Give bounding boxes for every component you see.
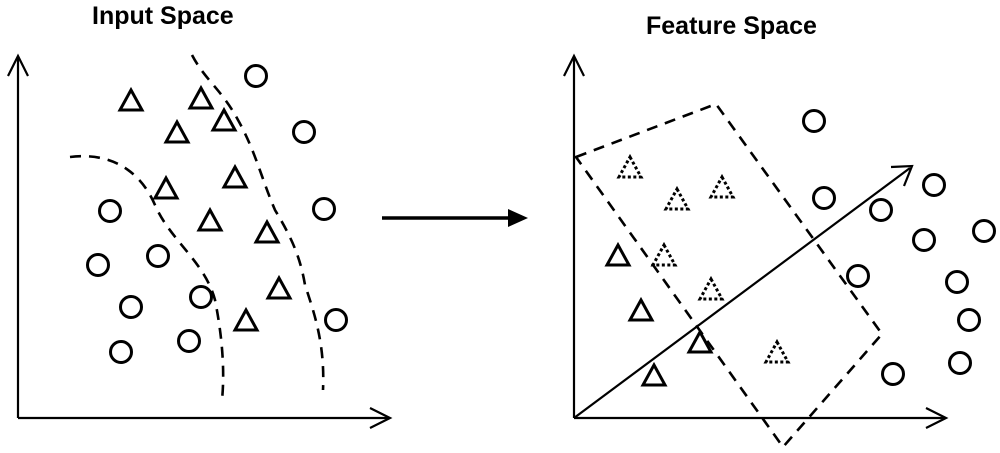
input-circle-point xyxy=(98,199,122,223)
input-circle-point xyxy=(86,253,110,277)
feature-circle-point xyxy=(846,264,870,288)
input-circle-point xyxy=(244,64,268,88)
input-axes xyxy=(7,53,393,429)
feature-circle-point xyxy=(869,198,893,222)
input-triangle-point xyxy=(210,106,238,132)
input-triangle-point xyxy=(163,118,191,144)
feature-separating-box xyxy=(573,102,884,450)
feature-triangle-point xyxy=(686,328,714,354)
input-triangle-point xyxy=(117,86,145,112)
input-space-title: Input Space xyxy=(92,2,234,30)
input-decision-boundaries xyxy=(69,54,325,401)
feature-diagonal-axis xyxy=(573,167,911,419)
input-triangle-point xyxy=(253,218,281,244)
feature-circles-group xyxy=(802,109,996,386)
feature-dotted-triangle-point xyxy=(763,338,791,364)
feature-dotted-triangle-point xyxy=(708,173,736,199)
feature-circle-point xyxy=(812,186,836,210)
input-space-panel xyxy=(7,53,393,429)
input-triangle-point xyxy=(187,84,215,110)
input-circle-point xyxy=(177,329,201,353)
feature-circle-point xyxy=(945,270,969,294)
input-triangles-group xyxy=(117,84,293,332)
feature-axes xyxy=(563,53,949,429)
feature-dotted-triangle-point xyxy=(663,185,691,211)
feature-dotted-triangles-group xyxy=(616,153,791,364)
feature-dotted-triangle-point xyxy=(697,275,725,301)
feature-circle-point xyxy=(948,351,972,375)
feature-circle-point xyxy=(957,308,981,332)
feature-space-title: Feature Space xyxy=(646,12,817,40)
feature-circle-point xyxy=(972,219,996,243)
feature-triangles-group xyxy=(604,241,714,387)
input-circle-point xyxy=(292,120,316,144)
feature-space-panel xyxy=(563,53,996,450)
input-y-arrowhead xyxy=(7,53,29,77)
transform-arrow xyxy=(382,209,528,227)
boundary-curve-right xyxy=(190,54,325,391)
input-circle-point xyxy=(189,285,213,309)
feature-circle-point xyxy=(881,362,905,386)
input-triangle-point xyxy=(196,206,224,232)
transform-arrow-head xyxy=(508,209,528,227)
feature-diagonal-arrowhead xyxy=(890,164,914,187)
input-triangle-point xyxy=(232,306,260,332)
feature-y-arrowhead xyxy=(563,53,585,77)
input-circle-point xyxy=(324,308,348,332)
input-triangle-point xyxy=(221,163,249,189)
input-triangle-point xyxy=(265,274,293,300)
feature-triangle-point xyxy=(604,241,632,267)
input-x-arrowhead xyxy=(369,407,393,429)
feature-dotted-triangle-point xyxy=(616,153,644,179)
feature-dotted-triangle-point xyxy=(650,241,678,267)
boundary-curve-left xyxy=(69,154,225,401)
input-circle-point xyxy=(312,197,336,221)
input-circle-point xyxy=(109,340,133,364)
feature-triangle-point xyxy=(627,296,655,322)
input-circle-point xyxy=(119,295,143,319)
input-circles-group xyxy=(86,64,348,364)
input-circle-point xyxy=(146,244,170,268)
feature-circle-point xyxy=(802,109,826,133)
feature-circle-point xyxy=(912,228,936,252)
feature-triangle-point xyxy=(640,361,668,387)
feature-x-arrowhead xyxy=(925,407,949,429)
feature-circle-point xyxy=(922,173,946,197)
input-triangle-point xyxy=(152,174,180,200)
